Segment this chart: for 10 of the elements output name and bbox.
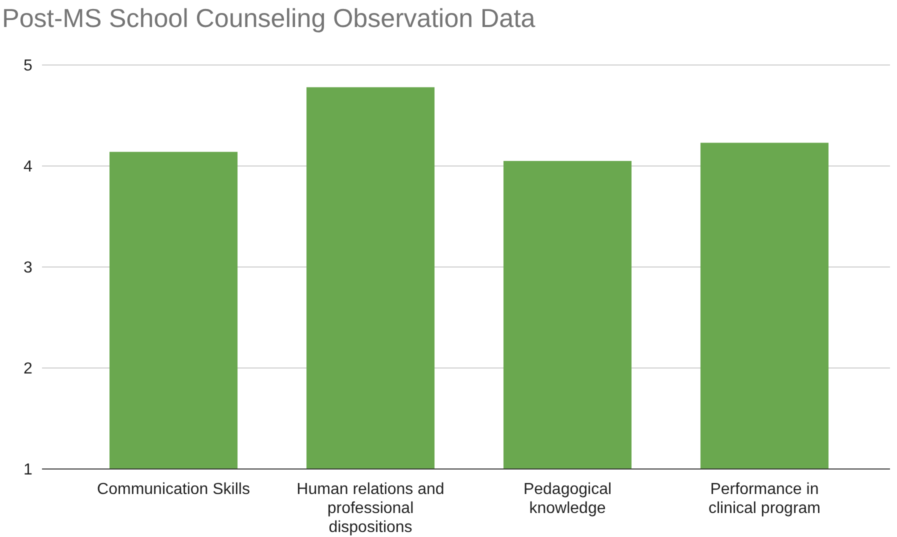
x-tick-label: Pedagogical knowledge bbox=[523, 481, 612, 517]
x-tick-label: Performance in clinical program bbox=[708, 481, 821, 517]
y-tick-label: 2 bbox=[24, 360, 33, 378]
y-tick-label: 1 bbox=[24, 462, 33, 479]
chart-title: Post-MS School Counseling Observation Data bbox=[2, 3, 536, 33]
x-tick-label: Communication Skills bbox=[97, 481, 250, 498]
y-tick-label: 4 bbox=[24, 158, 33, 176]
x-tick-label: Human relations and professional dispositions bbox=[296, 481, 444, 536]
y-tick-label: 3 bbox=[24, 260, 33, 277]
y-tick-label: 5 bbox=[24, 58, 33, 75]
